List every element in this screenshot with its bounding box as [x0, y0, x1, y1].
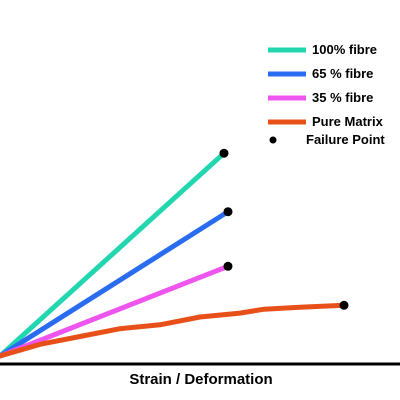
legend-label-pure-matrix: Pure Matrix	[312, 114, 384, 129]
legend-label-35-pct-fibre: 35 % fibre	[312, 90, 373, 105]
legend-marker-failure-point	[269, 136, 277, 144]
series-line-100pct-fibre	[0, 150, 227, 359]
series-line-pure-matrix	[0, 302, 347, 359]
series-line-35-pct-fibre	[0, 263, 231, 359]
failure-point-pure-matrix	[339, 300, 349, 310]
series-line-65-pct-fibre	[0, 209, 231, 359]
legend-label-65-pct-fibre: 65 % fibre	[312, 66, 373, 81]
legend-label-100pct-fibre: 100% fibre	[312, 42, 377, 57]
failure-point-65-pct-fibre	[223, 207, 233, 217]
legend-label-failure-point: Failure Point	[306, 132, 385, 147]
plot-area	[0, 148, 349, 359]
failure-point-100pct-fibre	[219, 148, 229, 158]
x-axis-label: Strain / Deformation	[129, 371, 272, 388]
legend: 100% fibre 65 % fibre 35 % fibre Pure Matri…	[268, 42, 385, 147]
failure-point-35-pct-fibre	[223, 261, 233, 271]
